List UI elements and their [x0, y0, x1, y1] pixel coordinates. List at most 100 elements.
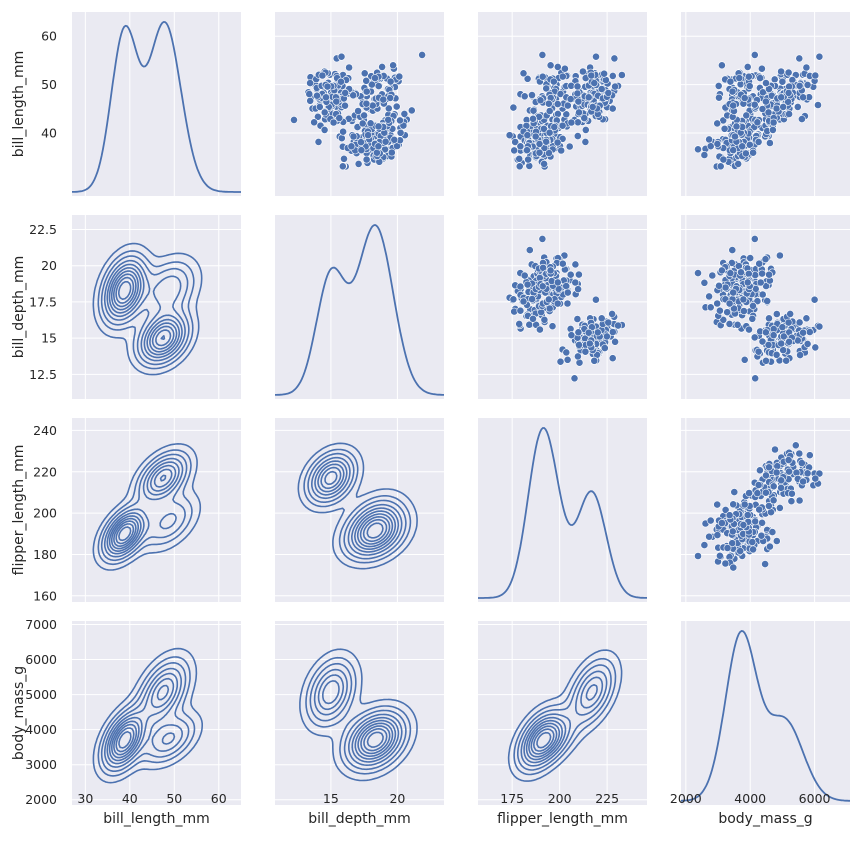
scatter-point: [314, 137, 323, 146]
panel-body_mass_g-vs-body_mass_g: [680, 621, 850, 805]
scatter-point: [758, 518, 766, 527]
x-tick-label: 175: [500, 791, 524, 806]
y-axis-label-bill_depth_mm: bill_depth_mm: [11, 256, 27, 359]
scatter-point: [705, 532, 713, 541]
scatter-point: [574, 328, 583, 337]
scatter-point: [739, 521, 748, 529]
scatter-point: [756, 74, 764, 82]
kde-contour-level-9: [536, 731, 552, 749]
kde-contour-level-7: [113, 474, 167, 547]
kde-contour-level-8: [115, 276, 172, 347]
y-tick-label: 6000: [25, 652, 57, 667]
kde-contour-level-6: [357, 722, 394, 757]
scatter-point: [349, 132, 358, 141]
y-tick-label: 20: [41, 258, 57, 273]
scatter-point: [765, 270, 773, 279]
kde-contour-level-6: [110, 270, 178, 353]
scatter-point: [769, 118, 778, 127]
scatter-point: [713, 119, 722, 128]
scatter-point: [573, 89, 582, 98]
scatter-point: [538, 282, 547, 291]
scatter-point: [592, 52, 600, 61]
scatter-point: [751, 271, 760, 279]
panel-bill_depth_mm-vs-bill_length_mm: [72, 215, 241, 399]
kde-contour-level-5: [108, 677, 175, 762]
scatter-point: [803, 469, 812, 478]
panel-bill_length_mm-vs-bill_depth_mm: [275, 12, 444, 196]
scatter-point: [700, 541, 709, 549]
y-tick-label: 60: [41, 29, 57, 44]
scatter-point: [535, 139, 544, 148]
scatter-point: [728, 539, 737, 548]
scatter-point: [389, 61, 397, 70]
scatter-point: [335, 114, 344, 122]
scatter-point: [386, 77, 395, 86]
scatter-point: [714, 82, 723, 90]
scatter-point: [360, 111, 368, 120]
kde-contour-level-8: [115, 727, 135, 753]
scatter-point: [762, 97, 770, 106]
scatter-point: [745, 140, 754, 149]
scatter-point: [545, 304, 554, 313]
kde-contour-level-3: [103, 259, 186, 362]
scatter-point: [746, 254, 755, 262]
kde-contour-level-7: [113, 273, 175, 350]
kde-contour-level-9: [118, 526, 132, 542]
scatter-point: [549, 77, 558, 86]
scatter-point: [557, 146, 566, 155]
scatter-point: [762, 488, 770, 497]
y-tick-label: 220: [33, 464, 57, 479]
scatter-point: [374, 122, 383, 131]
scatter-point: [738, 142, 747, 151]
kde-contour-level-5: [108, 267, 181, 356]
scatter-point: [608, 309, 616, 318]
scatter-point: [708, 271, 717, 280]
scatter-point: [573, 132, 582, 140]
scatter-point: [540, 124, 548, 133]
scatter-point: [716, 162, 725, 171]
scatter-point: [731, 132, 739, 141]
scatter-point: [815, 469, 824, 478]
scatter-point: [766, 542, 774, 551]
scatter-point: [728, 527, 737, 536]
contour-set: [92, 647, 203, 784]
scatter-point: [768, 528, 777, 536]
scatter-point: [713, 500, 722, 509]
panel-body_mass_g-vs-bill_depth_mm: [275, 621, 444, 805]
scatter-point: [745, 489, 753, 497]
scatter-point: [366, 119, 375, 128]
scatter-point: [553, 278, 562, 287]
scatter-point: [561, 64, 569, 73]
scatter-point: [758, 290, 767, 299]
scatter-point: [788, 489, 796, 498]
scatter-point: [725, 511, 734, 520]
scatter-point: [784, 318, 793, 327]
scatter-point: [730, 304, 738, 313]
scatter-point: [604, 89, 613, 97]
scatter-point: [545, 149, 553, 157]
scatter-point: [519, 297, 528, 306]
scatter-point: [387, 148, 396, 157]
scatter-point: [772, 537, 781, 545]
y-tick-label: 4000: [25, 722, 57, 737]
scatter-point: [700, 278, 709, 287]
scatter-point: [779, 346, 788, 355]
scatter-point: [765, 314, 773, 323]
scatter-point: [723, 544, 732, 552]
scatter-point: [545, 107, 554, 115]
scatter-point: [718, 266, 726, 275]
scatter-point: [737, 268, 745, 277]
scatter-point: [761, 560, 769, 568]
scatter-point: [337, 134, 346, 143]
scatter-point: [779, 332, 788, 341]
panel-flipper_length_mm-vs-flipper_length_mm: [478, 418, 647, 602]
scatter-point: [378, 63, 386, 71]
scatter-point: [515, 162, 524, 171]
scatter-point: [750, 100, 759, 109]
scatter-point: [769, 482, 778, 491]
scatter-point: [719, 155, 728, 164]
scatter-point: [525, 161, 534, 170]
y-tick-label: 240: [33, 423, 57, 438]
scatter-point: [757, 531, 766, 540]
scatter-point: [525, 246, 534, 254]
